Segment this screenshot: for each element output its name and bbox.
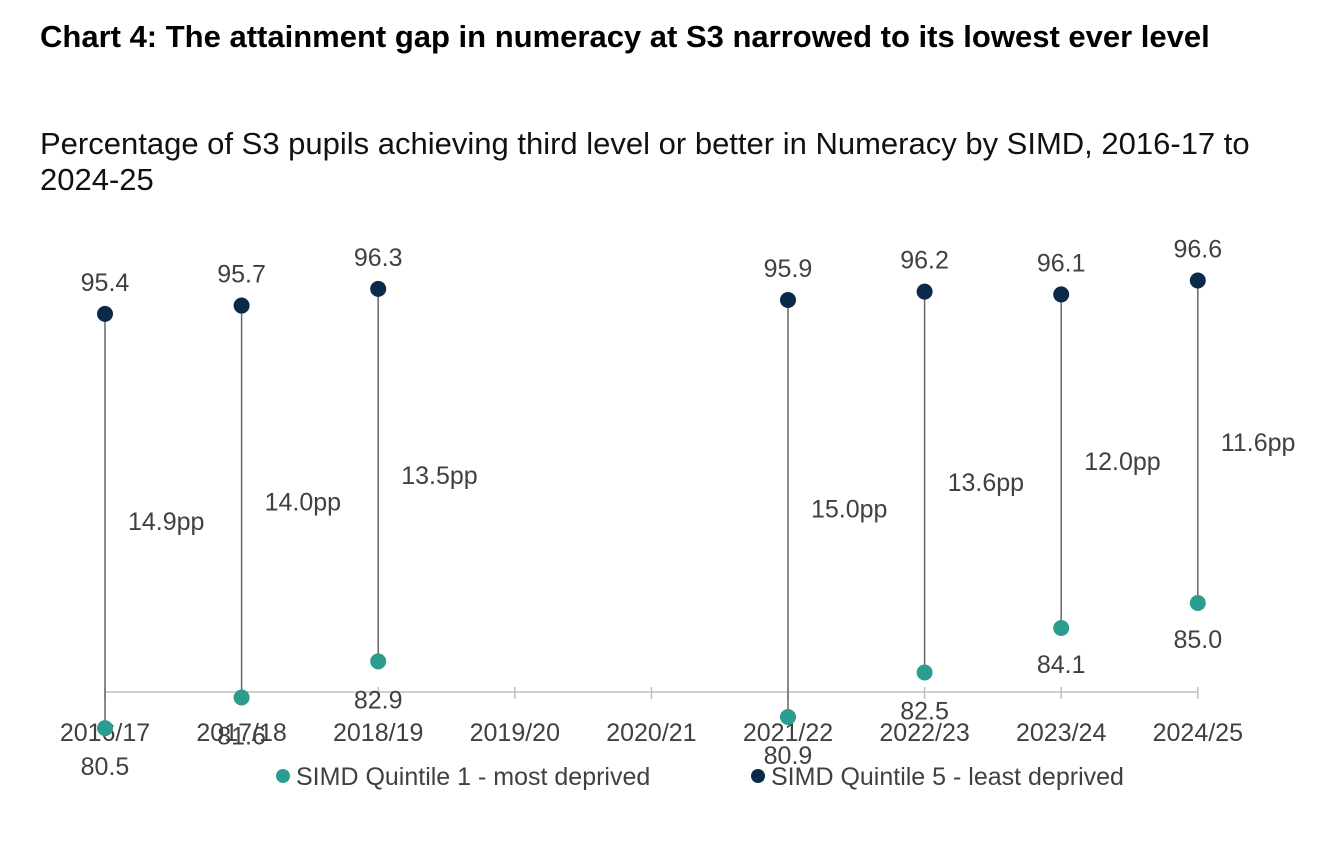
q5-value-label: 96.6: [1173, 236, 1222, 264]
chart-title: Chart 4: The attainment gap in numeracy …: [40, 19, 1210, 54]
x-tick-label: 2018/19: [333, 719, 423, 747]
legend-q1-label: SIMD Quintile 1 - most deprived: [296, 763, 650, 791]
q1-point: [370, 653, 387, 670]
gap-label: 13.5pp: [401, 462, 477, 490]
q5-value-label: 95.7: [217, 261, 266, 289]
q5-point: [780, 291, 796, 308]
q1-point: [1189, 595, 1206, 611]
q1-value-label: 84.1: [1037, 651, 1086, 679]
chart-subtitle: Percentage of S3 pupils achieving third …: [40, 126, 1250, 197]
q5-value-label: 96.1: [1037, 249, 1086, 277]
q5-value-label: 95.4: [81, 269, 130, 297]
q1-point: [780, 708, 796, 725]
gap-label: 15.0pp: [811, 495, 887, 523]
q1-point: [97, 720, 113, 737]
q1-value-label: 82.9: [354, 686, 403, 714]
q5-value-label: 95.9: [764, 255, 813, 283]
gap-label: 14.9pp: [128, 508, 204, 536]
q1-value-label: 80.9: [764, 742, 813, 770]
q1-value-label: 80.5: [81, 753, 130, 781]
x-tick-label: 2023/24: [1016, 719, 1106, 747]
q5-value-label: 96.3: [354, 244, 403, 272]
gap-label: 13.6pp: [948, 469, 1024, 497]
legend-q1-marker: [276, 769, 290, 783]
q5-point: [97, 305, 113, 322]
gap-label: 14.0pp: [265, 489, 341, 517]
q1-point: [233, 689, 250, 706]
q5-value-label: 96.2: [900, 247, 949, 275]
x-tick-label: 2022/23: [879, 719, 969, 747]
x-tick-label: 2020/21: [606, 719, 696, 747]
q5-point: [233, 297, 250, 314]
q5-point: [1053, 286, 1070, 303]
x-tick-label: 2024/25: [1153, 719, 1243, 747]
q1-value-label: 81.6: [217, 723, 266, 751]
legend-q5-label: SIMD Quintile 5 - least deprived: [771, 763, 1124, 791]
q1-point: [1053, 620, 1070, 637]
x-tick-label: 2017/18: [196, 719, 286, 747]
q5-point: [1189, 272, 1206, 289]
q1-point: [916, 664, 933, 681]
q1-value-label: 85.0: [1173, 626, 1222, 654]
q1-value-label: 82.5: [900, 698, 949, 726]
legend-q5-marker: [751, 769, 765, 783]
q5-point: [916, 283, 933, 300]
x-tick-label: 2019/20: [470, 719, 560, 747]
gap-label: 11.6pp: [1221, 429, 1296, 457]
q5-point: [370, 280, 387, 297]
gap-label: 12.0pp: [1084, 448, 1160, 476]
